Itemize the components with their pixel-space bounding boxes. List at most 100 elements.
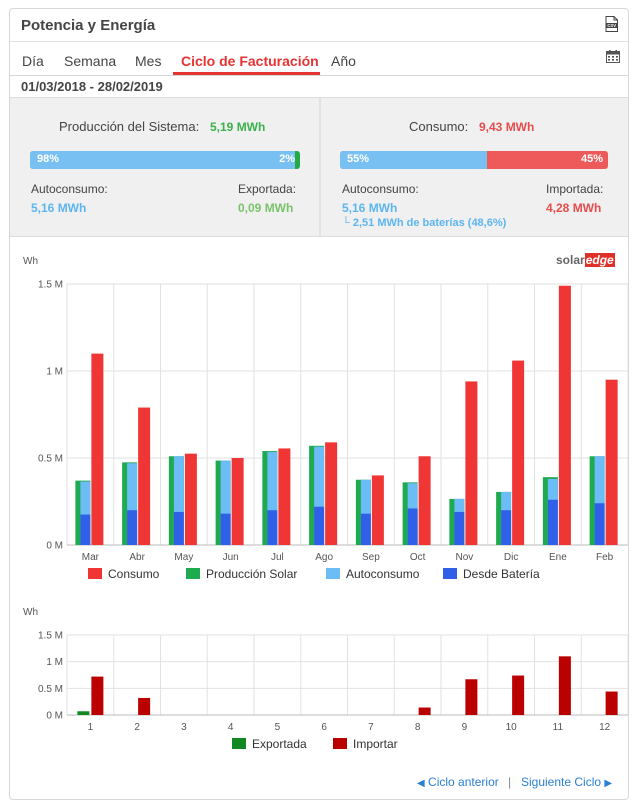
y-tick-label: 1.5 M bbox=[38, 280, 63, 291]
bar-consumo bbox=[558, 285, 571, 545]
production-export-label: Exportada: bbox=[238, 182, 297, 196]
nav-separator: | bbox=[508, 775, 512, 789]
x-tick-label: 11 bbox=[553, 722, 564, 733]
bar-desde-bateria bbox=[454, 511, 465, 545]
bar-desde-bateria bbox=[407, 508, 418, 545]
bar-desde-bateria bbox=[267, 510, 278, 545]
x-tick-label: 4 bbox=[228, 722, 234, 733]
legend-item[interactable]: Desde Batería bbox=[443, 567, 540, 581]
widget-header: Potencia y Energía CSV bbox=[10, 9, 628, 42]
legend-label: Exportada bbox=[252, 737, 307, 751]
y-tick-label: 0.5 M bbox=[38, 684, 63, 695]
x-tick-label: Sep bbox=[362, 552, 380, 563]
x-tick-label: 10 bbox=[506, 722, 518, 733]
bar-importar bbox=[465, 679, 478, 715]
tab-ano[interactable]: Año bbox=[331, 53, 356, 69]
legend-swatch bbox=[232, 738, 246, 749]
legend-swatch bbox=[186, 568, 200, 579]
legend-swatch bbox=[443, 568, 457, 579]
bar-autoconsumo bbox=[173, 456, 184, 545]
battery-contribution: └ 2,51 MWh de baterías (48,6%) bbox=[342, 217, 507, 229]
bar-importar bbox=[418, 707, 431, 715]
chevron-right-icon: ▶ bbox=[604, 778, 613, 789]
export-import-chart[interactable]: Wh0 M0.5 M1 M1.5 M1 2 3 4 5 6 7 8 9 10 11 12 bbox=[10, 597, 628, 737]
legend-label: Importar bbox=[353, 737, 398, 751]
x-tick-label: 8 bbox=[415, 722, 421, 733]
bar-importar bbox=[558, 656, 571, 715]
x-tick-label: 3 bbox=[181, 722, 187, 733]
x-tick-label: 1 bbox=[88, 722, 94, 733]
energy-widget: Potencia y Energía CSV Día Semana Mes Ci… bbox=[9, 8, 629, 800]
bar-importar bbox=[91, 676, 104, 715]
y-axis-label: Wh bbox=[23, 607, 38, 618]
legend-item[interactable]: Exportada bbox=[232, 737, 307, 751]
legend-item[interactable]: Importar bbox=[333, 737, 398, 751]
tab-mes[interactable]: Mes bbox=[135, 53, 162, 69]
consumption-self-pct: 55% bbox=[347, 153, 370, 165]
production-bar: 98% 2% bbox=[30, 151, 300, 169]
y-tick-label: 1.5 M bbox=[38, 631, 63, 642]
x-tick-label: 9 bbox=[462, 722, 468, 733]
tab-ciclo-facturacion[interactable]: Ciclo de Facturación bbox=[181, 53, 319, 69]
consumption-import-value: 4,28 MWh bbox=[546, 201, 602, 215]
x-tick-label: May bbox=[174, 552, 193, 563]
tab-semana[interactable]: Semana bbox=[64, 53, 117, 69]
production-self-pct: 98% bbox=[37, 153, 60, 165]
bar-desde-bateria bbox=[220, 513, 231, 545]
bar-consumo bbox=[371, 475, 384, 545]
y-tick-label: 0 M bbox=[46, 541, 63, 552]
x-tick-label: Ene bbox=[549, 552, 567, 563]
x-tick-label: 12 bbox=[599, 722, 611, 733]
legend-swatch bbox=[333, 738, 347, 749]
bar-consumo bbox=[91, 353, 104, 545]
csv-download-icon[interactable]: CSV bbox=[605, 16, 618, 32]
production-label: Producción del Sistema: bbox=[59, 119, 200, 134]
consumption-import-pct: 45% bbox=[580, 153, 603, 165]
bar-importar bbox=[512, 675, 525, 715]
period-tabs: Día Semana Mes Ciclo de Facturación Año bbox=[10, 43, 628, 77]
consumption-bar: 55% 45% bbox=[340, 151, 608, 169]
bar-autoconsumo bbox=[220, 460, 231, 545]
bar-desde-bateria bbox=[314, 506, 325, 545]
x-tick-label: Nov bbox=[455, 552, 473, 563]
x-tick-label: 5 bbox=[275, 722, 281, 733]
x-tick-label: Dic bbox=[504, 552, 518, 563]
legend-label: Desde Batería bbox=[463, 567, 540, 581]
bar-importar bbox=[138, 697, 151, 715]
tab-dia[interactable]: Día bbox=[22, 53, 44, 69]
export-import-legend: Exportada Importar bbox=[10, 737, 628, 753]
bar-consumo bbox=[278, 448, 291, 545]
legend-item[interactable]: Autoconsumo bbox=[326, 567, 419, 581]
bar-autoconsumo bbox=[80, 481, 91, 545]
date-range: 01/03/2018 - 28/02/2019 bbox=[21, 79, 163, 94]
legend-label: Producción Solar bbox=[206, 567, 298, 581]
x-tick-label: Feb bbox=[596, 552, 614, 563]
x-tick-label: Jul bbox=[271, 552, 284, 563]
bar-desde-bateria bbox=[127, 510, 138, 545]
x-tick-label: 6 bbox=[321, 722, 327, 733]
bar-autoconsumo bbox=[267, 451, 278, 545]
bar-consumo bbox=[418, 456, 431, 545]
bar-autoconsumo bbox=[360, 479, 371, 545]
previous-cycle-link[interactable]: ◀ Ciclo anterior bbox=[417, 775, 499, 789]
bar-consumo bbox=[138, 407, 151, 545]
active-tab-indicator bbox=[173, 72, 320, 75]
consumption-label: Consumo: bbox=[409, 119, 469, 134]
summary-divider bbox=[319, 98, 321, 236]
bar-consumo bbox=[465, 381, 478, 545]
calendar-icon[interactable] bbox=[606, 50, 620, 63]
tabs-divider bbox=[10, 75, 628, 76]
next-cycle-link[interactable]: Siguiente Ciclo ▶ bbox=[521, 775, 613, 789]
production-export-pct: 2% bbox=[279, 153, 295, 165]
energy-chart[interactable]: Wh 0 M 0.5 M 1 M 1.5 M Mar Abr May Jun Jul Ago Sep O… bbox=[10, 243, 628, 573]
bar-desde-bateria bbox=[547, 499, 558, 545]
legend-item[interactable]: Consumo bbox=[88, 567, 159, 581]
chevron-left-icon: ◀ bbox=[417, 778, 425, 789]
legend-label: Autoconsumo bbox=[346, 567, 420, 581]
bar-autoconsumo bbox=[127, 463, 138, 545]
legend-item[interactable]: Producción Solar bbox=[186, 567, 297, 581]
bar-desde-bateria bbox=[594, 503, 605, 545]
x-tick-label: Mar bbox=[82, 552, 100, 563]
production-self-segment bbox=[30, 151, 295, 169]
x-tick-label: 7 bbox=[368, 722, 374, 733]
